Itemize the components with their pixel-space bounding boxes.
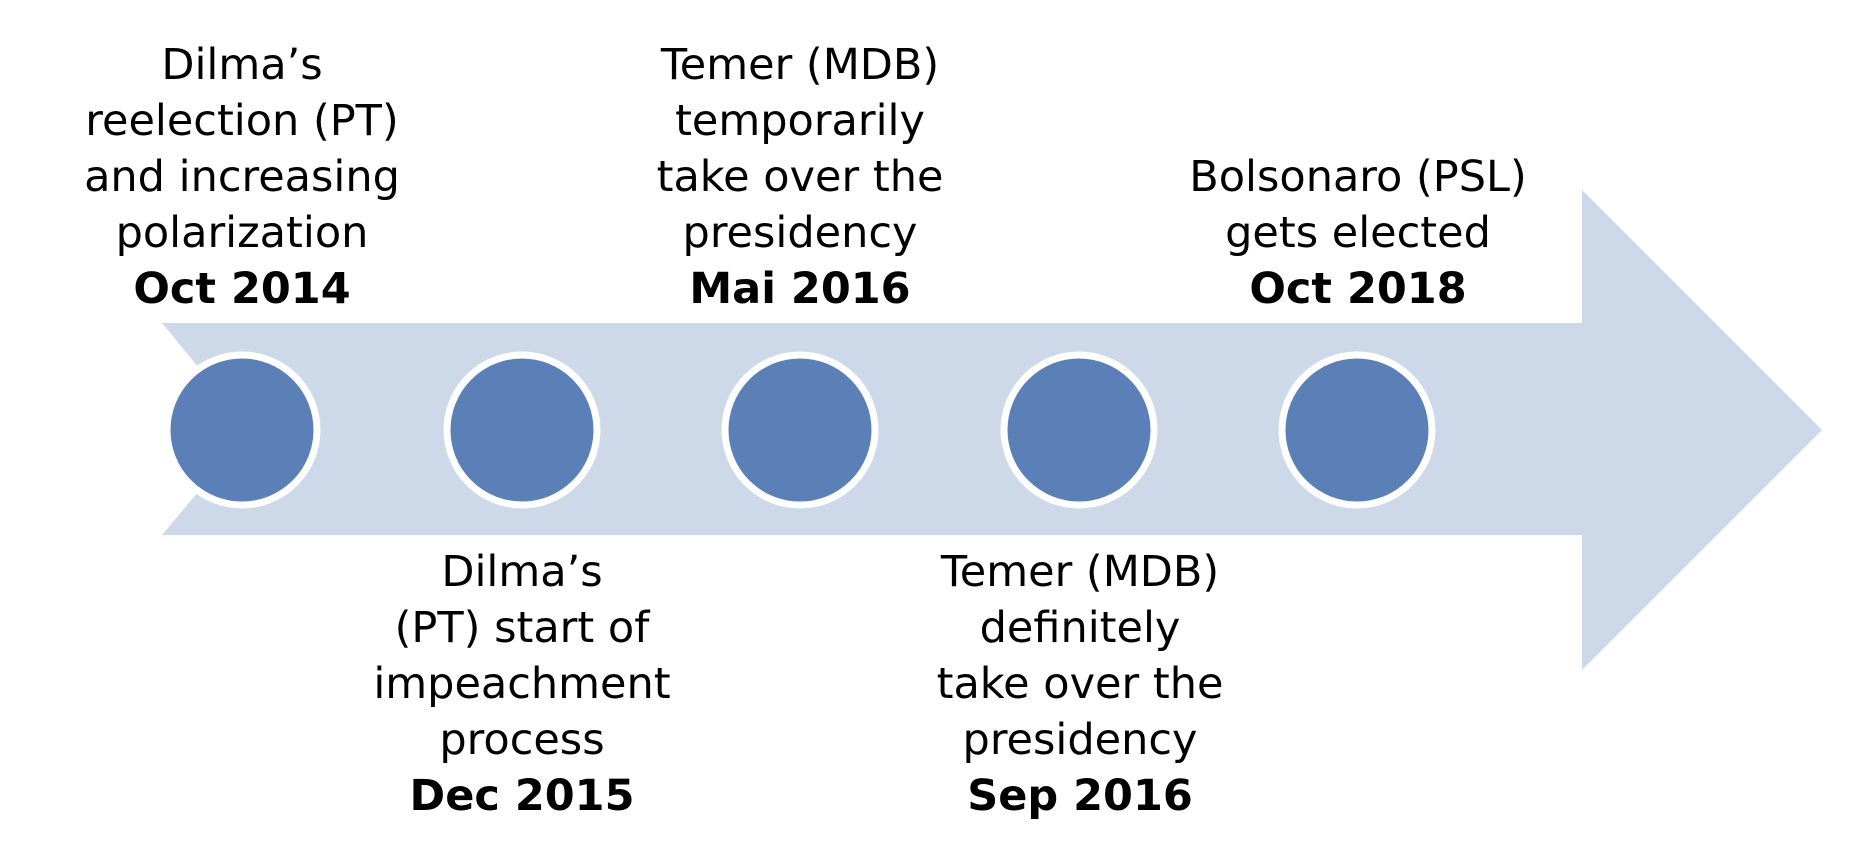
timeline-nodes [163, 351, 1436, 509]
event-label: Dilma’s reelection (PT) and increasing p… [62, 37, 422, 317]
event-date: Sep 2016 [967, 771, 1193, 821]
event-text-line: Bolsonaro (PSL) [1189, 152, 1527, 202]
event-text-line: process [439, 715, 605, 765]
timeline-node [443, 351, 601, 509]
event-text-line: reelection (PT) [85, 96, 399, 146]
timeline-node [1278, 351, 1436, 509]
event-text-line: definitely [979, 603, 1181, 653]
event-text-line: Temer (MDB) [660, 40, 940, 90]
event-date: Dec 2015 [409, 771, 635, 821]
event-text-line: Dilma’s [441, 547, 603, 597]
event-text-line: Dilma’s [161, 40, 323, 90]
event-date: Oct 2018 [1249, 264, 1467, 314]
event-text-line: impeachment [373, 659, 671, 709]
timeline-node [1000, 351, 1158, 509]
timeline-node [163, 351, 321, 509]
timeline-arrow [162, 190, 1822, 670]
event-text-line: take over the [936, 659, 1224, 709]
event-text-line: gets elected [1225, 208, 1491, 258]
event-label: Temer (MDB) temporarily take over the pr… [620, 37, 980, 317]
event-text-line: Temer (MDB) [940, 547, 1220, 597]
event-text-line: take over the [656, 152, 944, 202]
event-text-line: presidency [962, 715, 1198, 765]
event-text-line: presidency [682, 208, 918, 258]
event-text-line: temporarily [675, 96, 925, 146]
timeline-node [721, 351, 879, 509]
event-text-line: (PT) start of [394, 603, 650, 653]
event-text-line: polarization [115, 208, 369, 258]
event-date: Oct 2014 [133, 264, 351, 314]
event-date: Mai 2016 [689, 264, 911, 314]
event-label: Bolsonaro (PSL) gets elected Oct 2018 [1178, 149, 1538, 317]
event-text-line: and increasing [84, 152, 400, 202]
event-label: Temer (MDB) definitely take over the pre… [900, 544, 1260, 824]
event-label: Dilma’s (PT) start of impeachment proces… [342, 544, 702, 824]
